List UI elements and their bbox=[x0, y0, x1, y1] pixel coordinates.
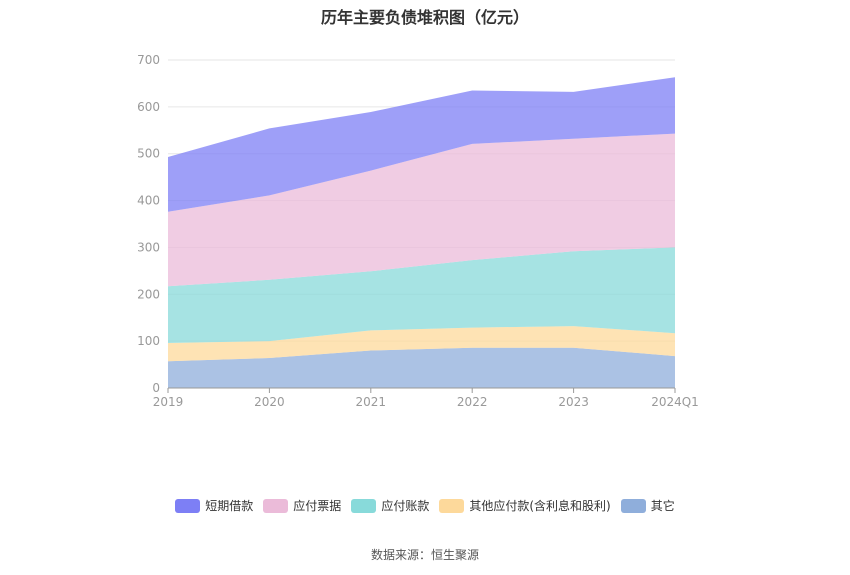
x-tick-label: 2024Q1 bbox=[651, 395, 699, 409]
x-tick-label: 2019 bbox=[153, 395, 184, 409]
y-tick-label: 500 bbox=[137, 147, 160, 161]
legend-swatch bbox=[351, 498, 377, 513]
legend-swatch bbox=[439, 498, 465, 513]
x-tick-label: 2023 bbox=[558, 395, 589, 409]
legend-label: 应付账款 bbox=[381, 499, 430, 513]
area-series-1 bbox=[168, 326, 675, 362]
x-tick-label: 2021 bbox=[356, 395, 387, 409]
y-tick-label: 300 bbox=[137, 240, 160, 254]
y-tick-label: 400 bbox=[137, 194, 160, 208]
y-tick-label: 700 bbox=[137, 53, 160, 67]
area-series-3 bbox=[168, 133, 675, 287]
legend-item[interactable]: 其它 bbox=[620, 497, 675, 514]
legend: 短期借款 应付票据 应付账款 其他应付款(含利息和股利) 其它 bbox=[0, 497, 850, 514]
legend-label: 其它 bbox=[650, 499, 675, 513]
area-series-2 bbox=[168, 247, 675, 343]
axis-layer: 0 100 200 300 400 500 600 700 2019 2020 2021 2022 20… bbox=[137, 53, 699, 409]
legend-label: 其他应付款(含利息和股利) bbox=[469, 499, 611, 513]
legend-item[interactable]: 短期借款 bbox=[175, 497, 253, 514]
area-series-0 bbox=[168, 347, 675, 388]
legend-swatch bbox=[263, 498, 289, 513]
legend-item[interactable]: 应付票据 bbox=[263, 497, 341, 514]
legend-swatch bbox=[620, 498, 646, 513]
chart-title: 历年主要负债堆积图（亿元） bbox=[320, 8, 529, 27]
y-tick-label: 600 bbox=[137, 100, 160, 114]
x-tick-label: 2022 bbox=[457, 395, 488, 409]
data-source: 数据来源：恒生聚源 bbox=[370, 548, 479, 562]
legend-item[interactable]: 应付账款 bbox=[351, 497, 429, 514]
y-tick-label: 0 bbox=[152, 381, 160, 395]
area-series-4 bbox=[168, 77, 675, 212]
legend-item[interactable]: 其他应付款(含利息和股利) bbox=[439, 497, 611, 514]
area-layer bbox=[168, 77, 675, 388]
legend-swatch bbox=[175, 498, 201, 513]
legend-label: 短期借款 bbox=[205, 499, 254, 513]
legend-label: 应付票据 bbox=[293, 499, 342, 513]
x-tick-label: 2020 bbox=[254, 395, 285, 409]
y-tick-label: 100 bbox=[137, 334, 160, 348]
y-tick-label: 200 bbox=[137, 287, 160, 301]
